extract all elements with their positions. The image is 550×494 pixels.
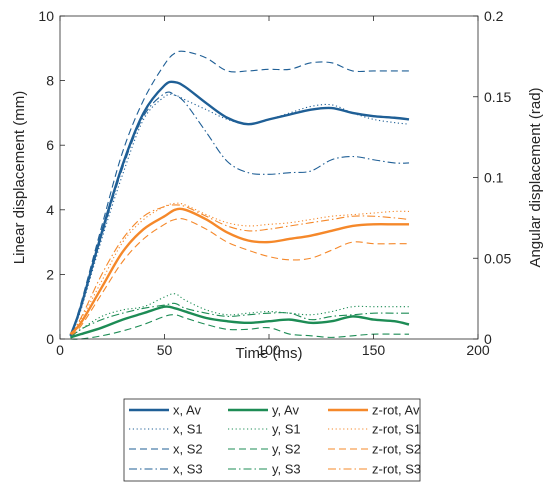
left-y-tick-label: 10 [38, 8, 54, 24]
legend-entry-label: z-rot, Av [372, 403, 420, 418]
series-line-z-rot-av [69, 207, 410, 336]
x-tick-label: 200 [466, 342, 490, 358]
legend-entry-label: x, S3 [173, 462, 203, 477]
series-line-z-rot-s1 [70, 202, 410, 335]
right-y-tick-label: 0.05 [484, 250, 511, 266]
legend-entry-label: x, S1 [173, 422, 203, 437]
legend-entry-label: x, S2 [173, 442, 203, 457]
x-tick-label: 100 [257, 342, 281, 358]
legend-entry-label: y, S2 [272, 442, 301, 457]
right-y-tick-label: 0.15 [484, 89, 511, 105]
right-y-tick-label: 0.1 [484, 170, 504, 186]
legend-entry-label: z-rot, S1 [372, 422, 421, 437]
series-line-x-av [69, 80, 410, 337]
x-tick-label: 0 [56, 342, 64, 358]
legend-entry-label: x, Av [173, 403, 201, 418]
plot-frame [59, 15, 479, 340]
legend-box [123, 398, 421, 482]
right-y-axis: 0 0.05 0.1 0.15 0.2 [473, 8, 511, 347]
plot-series [69, 50, 410, 340]
left-y-tick-label: 2 [46, 266, 54, 282]
legend: x, Av x, S1 x, S2 x, S3 y, Av y, S1 y, S2 y, S3… [123, 398, 421, 482]
x-axis-label: Time (ms) [236, 345, 303, 362]
left-y-tick-label: 0 [46, 331, 54, 347]
series-line-y-s3 [70, 302, 410, 338]
x-tick-label: 150 [362, 342, 386, 358]
series-line-x-s3 [69, 91, 410, 336]
series-line-y-s2 [70, 314, 410, 340]
left-y-tick-label: 6 [46, 137, 54, 153]
series-line-z-rot-s2 [70, 218, 410, 337]
x-tick-label: 50 [157, 342, 173, 358]
legend-entry-label: y, Av [272, 403, 299, 418]
series-line-y-s1 [70, 293, 410, 338]
left-y-axis: 0 2 4 6 8 10 [38, 8, 65, 347]
series-line-x-s2 [69, 50, 410, 336]
series-line-x-s1 [69, 93, 410, 336]
legend-entry-label: y, S1 [272, 422, 301, 437]
legend-entry-label: z-rot, S3 [372, 462, 421, 477]
legend-entry-label: z-rot, S2 [372, 442, 421, 457]
left-y-axis-label: Linear displacement (mm) [11, 91, 28, 264]
right-y-tick-label: 0 [484, 331, 492, 347]
series-line-z-rot-s3 [69, 204, 410, 335]
series-line-y-av [70, 305, 410, 339]
left-y-tick-label: 4 [46, 202, 54, 218]
left-y-tick-label: 8 [46, 73, 54, 89]
x-axis: 0 50 100 150 200 [56, 16, 490, 358]
legend-entry-label: y, S3 [272, 462, 301, 477]
right-y-axis-label: Angular displacement (rad) [527, 87, 544, 267]
right-y-tick-label: 0.2 [484, 8, 504, 24]
